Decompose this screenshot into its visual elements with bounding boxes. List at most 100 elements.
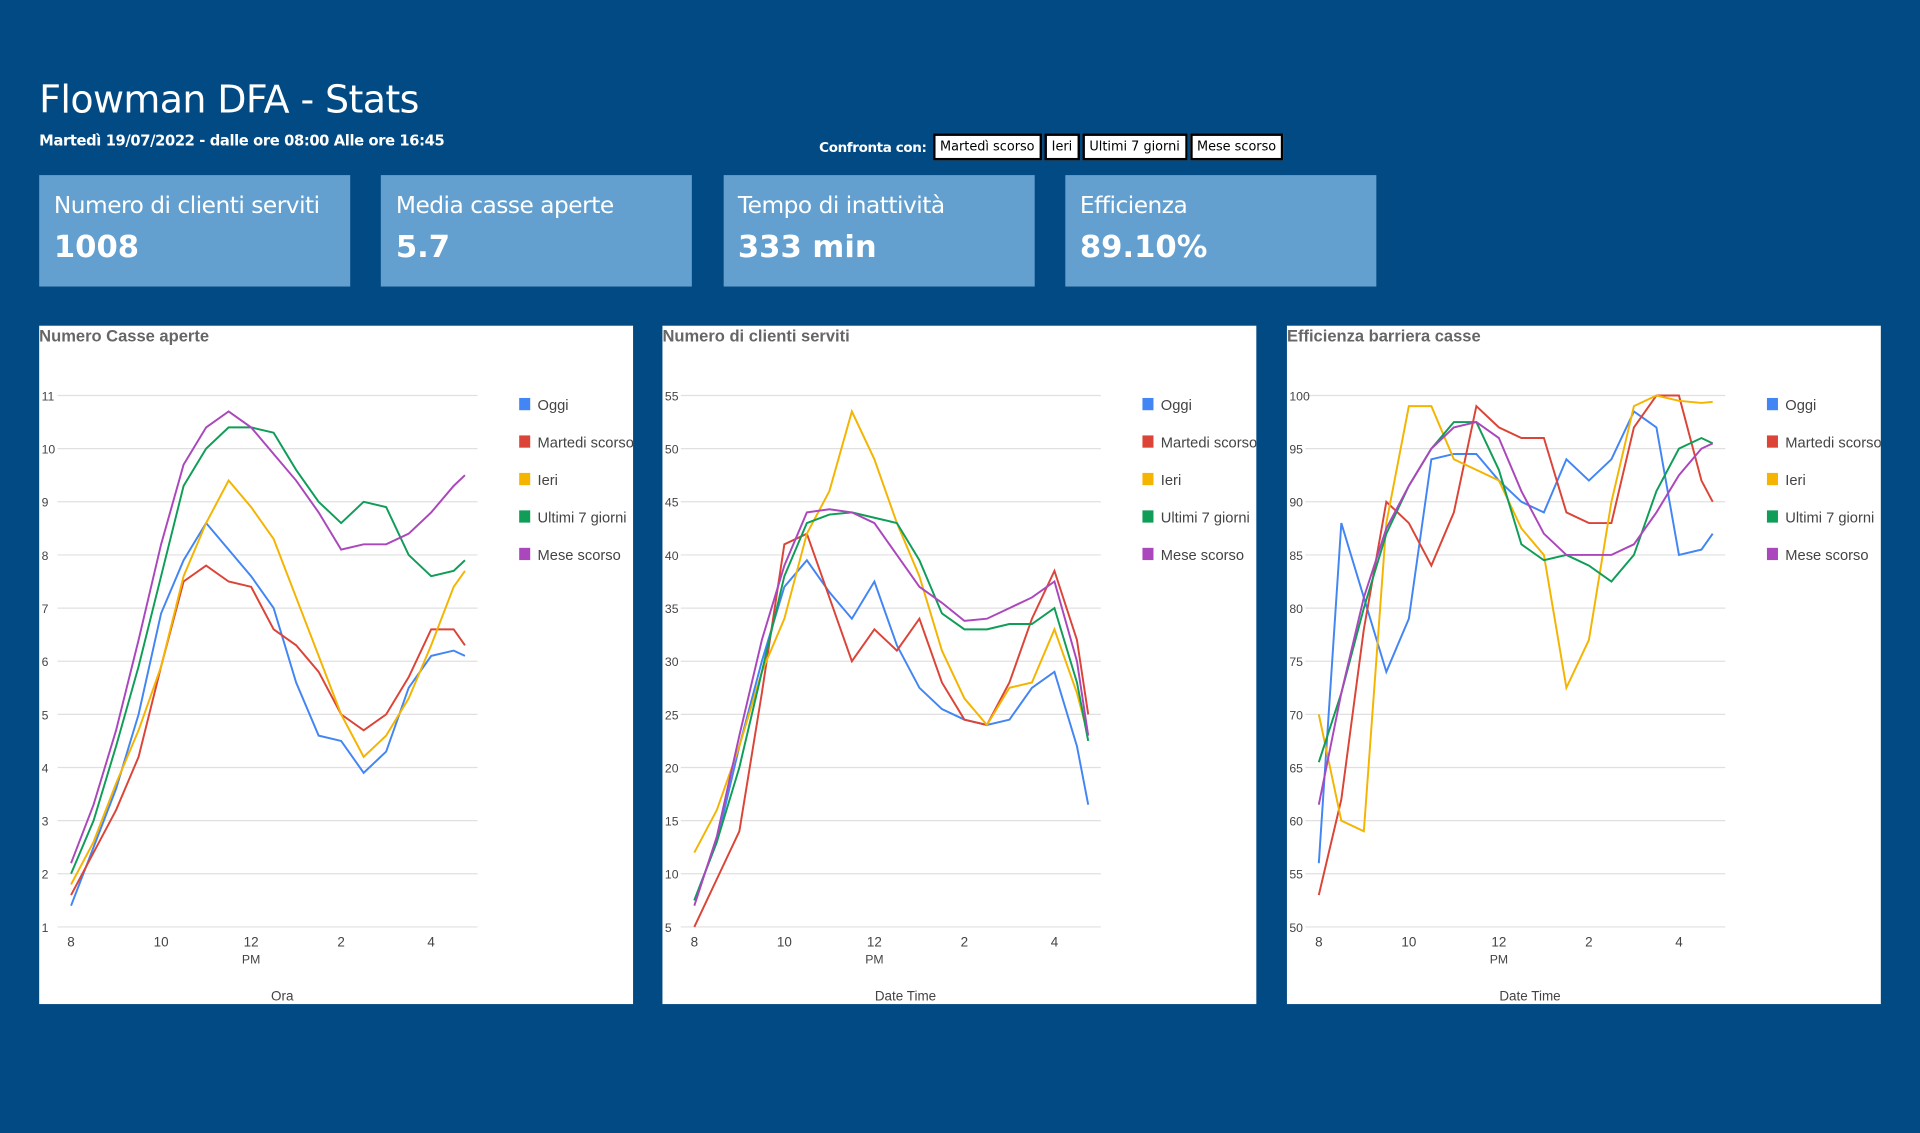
legend-label: Ultimi 7 giorni	[1161, 511, 1250, 527]
y-tick-label: 25	[665, 708, 679, 722]
legend-label: Mese scorso	[1785, 548, 1868, 564]
kpi-card: Numero di clienti serviti 1008	[39, 175, 351, 287]
chart-panel: Numero Casse aperte 1 2 3 4 5 6 7 8 9 10 11 8 10 12 PM 2…	[39, 325, 634, 1005]
x-axis-title: Ora	[271, 988, 294, 1003]
series-line	[70, 564, 466, 896]
x-tick-label: 10	[1401, 935, 1416, 950]
x-tick-label: 12	[244, 935, 259, 950]
x-tick-label: 4	[1051, 935, 1059, 950]
y-tick-label: 10	[665, 868, 679, 882]
kpi-title: Numero di clienti serviti	[53, 192, 320, 220]
x-tick-label: 2	[337, 935, 344, 950]
x-tick-label: 8	[691, 935, 698, 950]
compare-button[interactable]: Ieri	[1044, 133, 1080, 161]
kpi-value: 1008	[53, 228, 140, 265]
legend-label: Martedi scorso	[1785, 436, 1881, 452]
compare-button[interactable]: Martedì scorso	[932, 133, 1042, 161]
kpi-value: 5.7	[395, 228, 451, 265]
y-tick-label: 60	[1289, 815, 1303, 829]
y-tick-label: 7	[42, 602, 49, 616]
kpi-title: Media casse aperte	[395, 192, 614, 220]
series-line	[70, 426, 466, 875]
compare-button[interactable]: Mese scorso	[1189, 133, 1284, 161]
chart-panel: Efficienza barriera casse 50 55 60 65 70 75 80 8…	[1286, 325, 1881, 1005]
chart: Numero di clienti serviti 5 10 15 20 25 30 35 40…	[663, 327, 1258, 1004]
series-line	[70, 521, 466, 907]
y-tick-label: 2	[42, 868, 49, 882]
legend-swatch	[1142, 397, 1154, 411]
page-title: Flowman DFA - Stats	[39, 78, 419, 123]
y-tick-label: 30	[665, 655, 679, 669]
series-line	[1317, 421, 1713, 805]
series-line	[693, 511, 1090, 901]
x-tick-sublabel: PM	[866, 953, 884, 967]
y-tick-label: 40	[665, 549, 679, 563]
chart: Efficienza barriera casse 50 55 60 65 70 75 80 8…	[1286, 327, 1881, 1004]
kpi-title: Tempo di inattività	[737, 192, 945, 220]
x-tick-label: 12	[1491, 935, 1506, 950]
y-tick-label: 45	[665, 496, 679, 510]
y-tick-label: 55	[1289, 868, 1303, 882]
y-tick-label: 55	[665, 389, 679, 403]
y-tick-label: 100	[1289, 389, 1310, 403]
x-axis-title: Date Time	[875, 988, 936, 1003]
x-axis-title: Date Time	[1499, 988, 1560, 1003]
y-tick-label: 8	[42, 549, 49, 563]
x-tick-sublabel: PM	[242, 953, 260, 967]
y-tick-label: 35	[665, 602, 679, 616]
series-line	[693, 508, 1090, 906]
x-tick-label: 12	[867, 935, 882, 950]
legend-swatch	[1766, 472, 1778, 486]
x-tick-label: 4	[427, 935, 435, 950]
y-tick-label: 85	[1289, 549, 1303, 563]
y-tick-label: 6	[42, 655, 49, 669]
y-tick-label: 75	[1289, 655, 1303, 669]
y-tick-label: 4	[42, 761, 49, 775]
legend-label: Mese scorso	[538, 548, 621, 564]
kpi-title: Efficienza	[1079, 192, 1188, 220]
kpi-card: Tempo di inattività 333 min	[723, 175, 1035, 287]
legend-label: Ieri	[1785, 473, 1805, 489]
legend-swatch	[519, 397, 531, 411]
series-line	[1317, 394, 1713, 833]
legend-label: Ieri	[1161, 473, 1181, 489]
compare-label: Confronta con:	[819, 138, 927, 155]
legend-swatch	[519, 472, 531, 486]
compare-bar: Confronta con: Martedì scorso Ieri Ultimi 7…	[819, 133, 1284, 161]
y-tick-label: 65	[1289, 761, 1303, 775]
legend-label: Oggi	[1161, 398, 1192, 414]
x-tick-label: 10	[154, 935, 169, 950]
legend-label: Oggi	[538, 398, 569, 414]
x-tick-label: 8	[1315, 935, 1322, 950]
y-tick-label: 5	[665, 921, 672, 935]
y-tick-label: 15	[665, 815, 679, 829]
y-tick-label: 3	[42, 815, 49, 829]
legend-label: Ieri	[538, 473, 558, 489]
y-tick-label: 90	[1289, 496, 1303, 510]
series-line	[70, 478, 466, 885]
series-line	[693, 558, 1090, 901]
series-line	[1317, 409, 1714, 864]
x-tick-label: 8	[67, 935, 74, 950]
legend-label: Ultimi 7 giorni	[538, 511, 627, 527]
legend-swatch	[1142, 510, 1154, 523]
legend-swatch	[519, 510, 531, 523]
y-tick-label: 10	[42, 443, 56, 457]
y-tick-label: 5	[42, 708, 49, 722]
x-tick-label: 2	[1585, 935, 1592, 950]
kpi-value: 333 min	[737, 228, 877, 265]
chart-title: Efficienza barriera casse	[1286, 327, 1480, 346]
legend-swatch	[519, 547, 531, 561]
legend-label: Martedi scorso	[1161, 436, 1257, 452]
kpi-card: Media casse aperte 5.7	[381, 175, 693, 287]
chart-title: Numero di clienti serviti	[663, 327, 850, 346]
series-line	[70, 410, 466, 864]
legend-label: Martedi scorso	[538, 436, 634, 452]
legend-label: Ultimi 7 giorni	[1785, 511, 1874, 527]
legend-swatch	[1766, 397, 1778, 411]
x-tick-label: 4	[1675, 935, 1683, 950]
legend-swatch	[1766, 510, 1778, 523]
y-tick-label: 80	[1289, 602, 1303, 616]
compare-button[interactable]: Ultimi 7 giorni	[1082, 133, 1188, 161]
